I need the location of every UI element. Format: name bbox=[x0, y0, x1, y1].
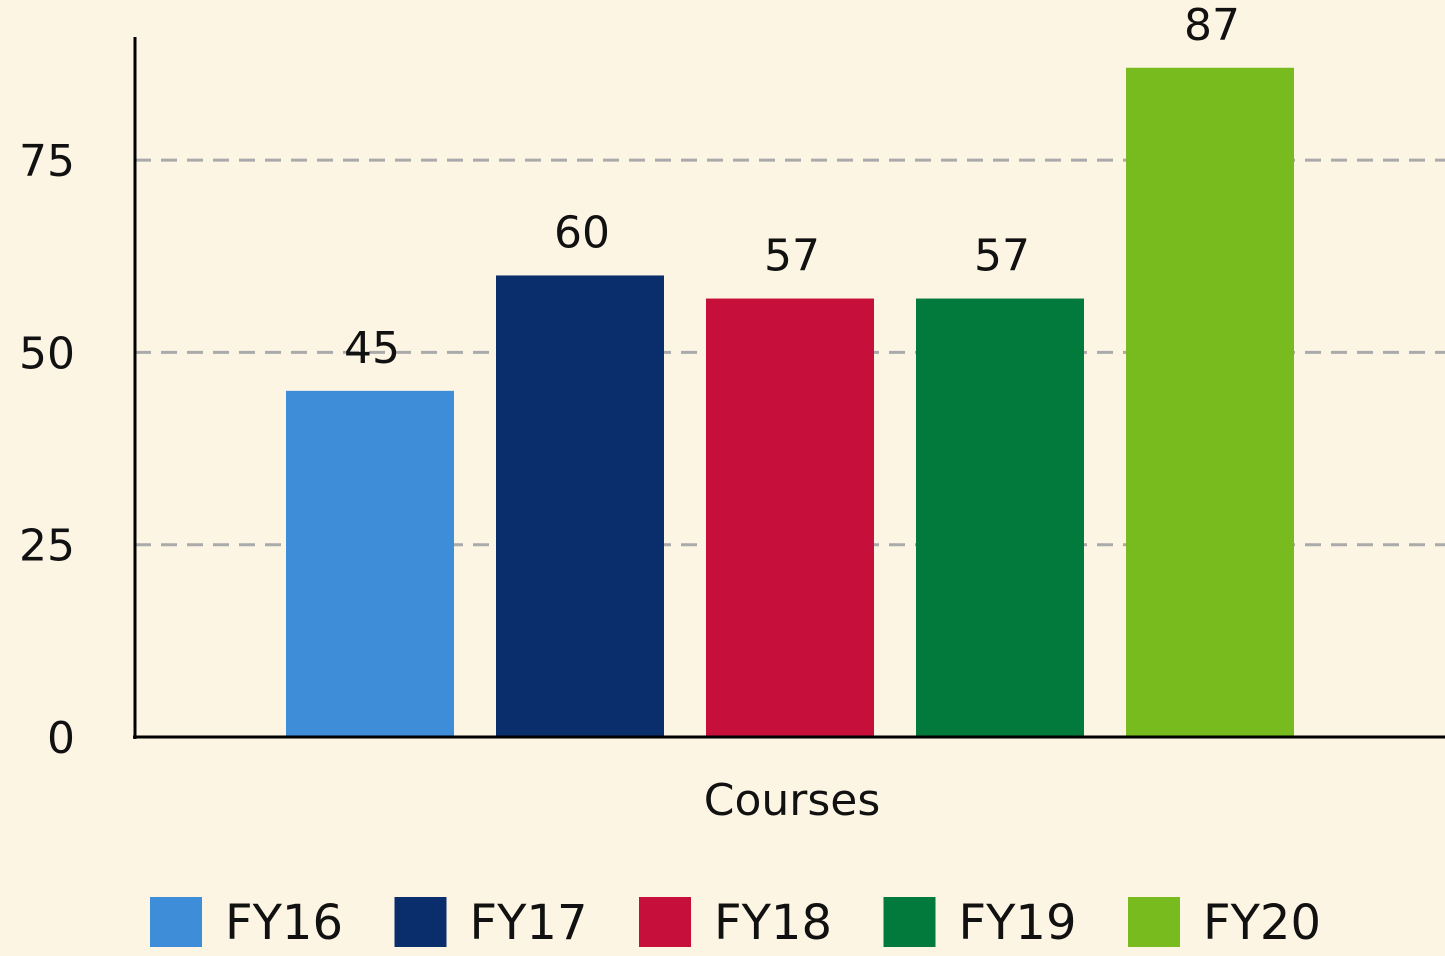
legend-swatch bbox=[394, 897, 447, 947]
data-label: 57 bbox=[974, 231, 1030, 282]
bar bbox=[916, 298, 1084, 737]
data-label: 45 bbox=[344, 323, 400, 374]
legend-swatch bbox=[883, 897, 936, 947]
legend-label: FY17 bbox=[470, 895, 588, 951]
data-label: 87 bbox=[1184, 0, 1240, 51]
y-tick-label: 25 bbox=[19, 521, 75, 572]
legend-label: FY16 bbox=[225, 895, 343, 951]
y-tick-label: 50 bbox=[19, 328, 75, 379]
data-label: 60 bbox=[554, 207, 610, 258]
legend-swatch bbox=[639, 897, 691, 947]
bar bbox=[706, 298, 874, 737]
bar bbox=[1126, 67, 1294, 738]
legend-label: FY19 bbox=[959, 895, 1077, 951]
y-tick-label: 75 bbox=[19, 136, 75, 187]
legend-swatch bbox=[1128, 897, 1180, 947]
y-tick-label: 0 bbox=[47, 713, 75, 764]
legend-label: FY18 bbox=[714, 895, 832, 951]
x-axis-label: Courses bbox=[704, 775, 881, 826]
data-label: 57 bbox=[764, 231, 820, 282]
legend-label: FY20 bbox=[1203, 895, 1321, 951]
legend-swatch bbox=[150, 897, 202, 947]
bar bbox=[286, 390, 454, 737]
bar bbox=[496, 275, 664, 737]
